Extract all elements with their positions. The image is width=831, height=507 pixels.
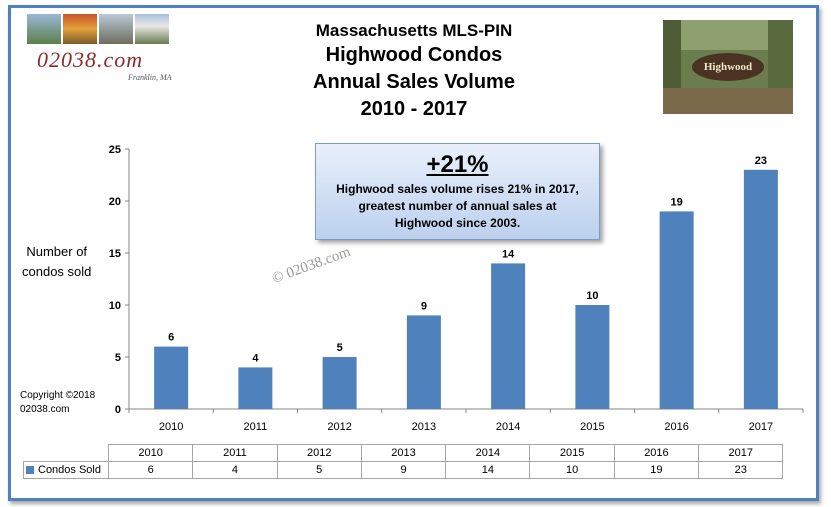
data-table-value-cell: 14 (445, 461, 531, 479)
data-table-value-cell: 23 (698, 461, 784, 479)
data-table-value-cell: 4 (192, 461, 278, 479)
data-label: 14 (502, 248, 515, 260)
highwood-sign-photo: Highwood (663, 20, 793, 114)
x-tick-label: 2011 (244, 421, 268, 433)
bar (238, 367, 273, 409)
data-label: 9 (421, 300, 427, 312)
data-table: 2010 2011 2012 2013 2014 2015 2016 2017 Condos … (23, 444, 784, 479)
callout-headline: +21% (426, 151, 489, 178)
data-label: 19 (671, 196, 683, 208)
y-tick-label: 0 (115, 404, 121, 416)
data-table-values-row: Condos Sold 6 4 5 9 14 10 19 23 (23, 461, 784, 479)
data-table-year-cell: 2012 (276, 444, 362, 462)
data-table-row-label: Condos Sold (38, 464, 101, 476)
data-table-year-cell: 2014 (445, 444, 531, 462)
data-label: 4 (252, 352, 259, 364)
y-tick-label: 25 (109, 144, 121, 156)
y-tick-label: 5 (115, 352, 121, 364)
data-label: 5 (337, 342, 343, 354)
y-axis-label: Number of condos sold (22, 242, 91, 282)
bar (491, 263, 526, 409)
callout-body: Highwood sales volume rises 21% in 2017,… (316, 181, 599, 232)
copyright-note: Copyright ©2018 02038.com (20, 389, 95, 417)
data-table-value-cell: 6 (107, 461, 194, 479)
data-table-legend-cell: Condos Sold (23, 461, 109, 479)
data-table-value-cell: 9 (360, 461, 447, 479)
x-tick-label: 2010 (159, 421, 183, 433)
title-line-1: Massachusetts MLS-PIN (315, 21, 513, 40)
data-table-year-cell: 2010 (107, 444, 194, 462)
data-table-year-cell: 2011 (192, 444, 278, 462)
copyright-line-2: 02038.com (20, 404, 70, 415)
bar (154, 346, 189, 409)
data-table-value-cell: 5 (276, 461, 362, 479)
y-tick-label: 10 (109, 300, 121, 312)
sign-text: Highwood (704, 61, 752, 73)
y-axis-label-line-1: Number of (26, 244, 88, 259)
logo-text: 02038.com (37, 47, 144, 72)
x-tick-label: 2012 (327, 421, 351, 433)
bar (575, 305, 610, 409)
y-axis-label-line-2: condos sold (22, 264, 92, 279)
logo-subtitle: Franklin, MA (128, 73, 172, 82)
data-table-year-cell: 2013 (360, 444, 447, 462)
x-tick-label: 2017 (749, 421, 773, 433)
callout-line-2: greatest number of annual sales at (358, 199, 557, 213)
data-table-year-cell: 2015 (529, 444, 615, 462)
copyright-line-1: Copyright ©2018 (20, 390, 96, 401)
data-table-header-row: 2010 2011 2012 2013 2014 2015 2016 2017 (24, 444, 784, 462)
data-label: 10 (586, 290, 598, 302)
title-line-3: Annual Sales Volume (313, 71, 515, 93)
y-tick-label: 15 (109, 248, 121, 260)
data-table-year-cell: 2017 (698, 444, 784, 462)
logo-photo-building (99, 14, 133, 44)
logo-photo-strip (27, 14, 169, 44)
data-table-value-cell: 19 (613, 461, 700, 479)
data-table-corner (24, 445, 109, 462)
x-tick-label: 2013 (412, 421, 436, 433)
legend-key-swatch (26, 466, 34, 475)
logo-photo-church (135, 14, 169, 44)
logo-photo-foliage (63, 14, 97, 44)
y-tick-label: 20 (109, 196, 121, 208)
title-line-2: Highwood Condos (325, 44, 503, 66)
data-table-year-cell: 2016 (613, 444, 700, 462)
x-tick-label: 2014 (496, 421, 520, 433)
logo-photo-house (27, 14, 61, 44)
bar (322, 357, 357, 409)
callout-line-1: Highwood sales volume rises 21% in 2017, (336, 182, 579, 196)
x-tick-label: 2015 (580, 421, 604, 433)
data-label: 23 (755, 155, 767, 167)
x-tick-label: 2016 (664, 421, 688, 433)
bar (406, 315, 441, 409)
bar (743, 169, 778, 409)
callout-line-3: Highwood since 2003. (394, 216, 521, 230)
data-table-value-cell: 10 (529, 461, 615, 479)
callout-box: +21% Highwood sales volume rises 21% in … (315, 143, 600, 240)
data-label: 6 (168, 332, 174, 344)
title-line-4: 2010 - 2017 (360, 98, 468, 120)
chart-title: Massachusetts MLS-PIN Highwood Condos An… (255, 20, 573, 123)
bar (659, 211, 694, 409)
